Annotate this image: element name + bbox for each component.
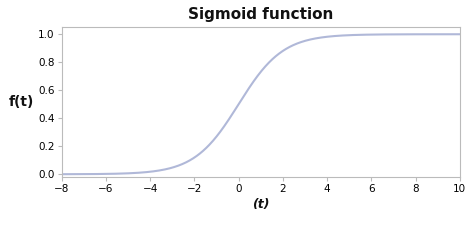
Title: Sigmoid function: Sigmoid function: [188, 7, 333, 22]
Y-axis label: f(t): f(t): [9, 95, 35, 109]
X-axis label: (t): (t): [252, 198, 269, 211]
